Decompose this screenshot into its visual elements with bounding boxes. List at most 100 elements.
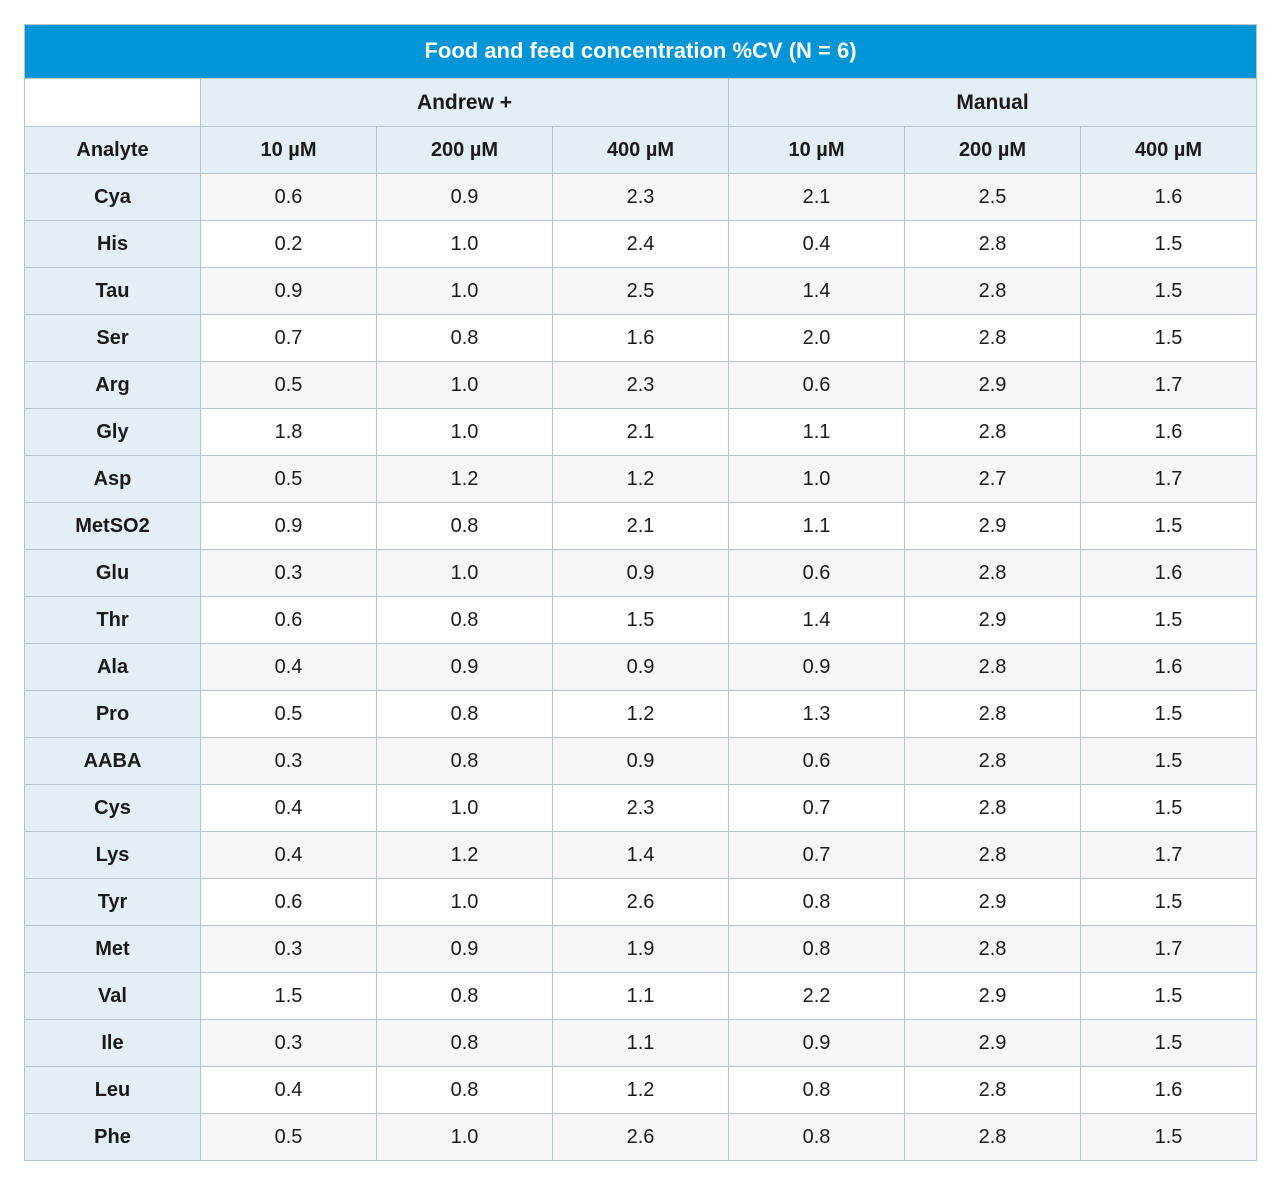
analyte-cell: Cya [25, 173, 201, 220]
value-cell: 1.4 [553, 831, 729, 878]
group-manual: Manual [729, 78, 1257, 126]
value-cell: 0.8 [729, 878, 905, 925]
col-10um-m: 10 µM [729, 126, 905, 173]
value-cell: 1.1 [553, 972, 729, 1019]
value-cell: 2.9 [905, 502, 1081, 549]
value-cell: 1.5 [1081, 972, 1257, 1019]
table-row: His0.21.02.40.42.81.5 [25, 220, 1257, 267]
analyte-cell: Gly [25, 408, 201, 455]
value-cell: 2.3 [553, 784, 729, 831]
table-row: Met0.30.91.90.82.81.7 [25, 925, 1257, 972]
value-cell: 0.6 [729, 549, 905, 596]
value-cell: 1.0 [377, 1113, 553, 1160]
value-cell: 0.8 [377, 737, 553, 784]
value-cell: 1.5 [201, 972, 377, 1019]
col-400um-m: 400 µM [1081, 126, 1257, 173]
value-cell: 2.5 [553, 267, 729, 314]
value-cell: 0.9 [729, 1019, 905, 1066]
value-cell: 0.9 [377, 925, 553, 972]
value-cell: 0.7 [729, 831, 905, 878]
value-cell: 1.6 [1081, 173, 1257, 220]
table-row: Lys0.41.21.40.72.81.7 [25, 831, 1257, 878]
value-cell: 2.6 [553, 1113, 729, 1160]
value-cell: 0.3 [201, 737, 377, 784]
analyte-cell: Val [25, 972, 201, 1019]
analyte-cell: Lys [25, 831, 201, 878]
analyte-cell: Thr [25, 596, 201, 643]
table-row: Phe0.51.02.60.82.81.5 [25, 1113, 1257, 1160]
value-cell: 0.4 [201, 643, 377, 690]
value-cell: 0.8 [729, 925, 905, 972]
table-row: Gly1.81.02.11.12.81.6 [25, 408, 1257, 455]
value-cell: 1.7 [1081, 361, 1257, 408]
value-cell: 1.6 [1081, 1066, 1257, 1113]
value-cell: 1.5 [1081, 502, 1257, 549]
value-cell: 0.9 [553, 643, 729, 690]
value-cell: 1.5 [1081, 596, 1257, 643]
value-cell: 2.8 [905, 1113, 1081, 1160]
value-cell: 1.5 [553, 596, 729, 643]
analyte-cell: Phe [25, 1113, 201, 1160]
value-cell: 0.8 [729, 1066, 905, 1113]
value-cell: 0.5 [201, 455, 377, 502]
value-cell: 2.8 [905, 267, 1081, 314]
value-cell: 2.8 [905, 408, 1081, 455]
value-cell: 1.4 [729, 596, 905, 643]
value-cell: 1.5 [1081, 267, 1257, 314]
value-cell: 1.4 [729, 267, 905, 314]
table-row: Cys0.41.02.30.72.81.5 [25, 784, 1257, 831]
value-cell: 1.5 [1081, 314, 1257, 361]
value-cell: 0.9 [201, 502, 377, 549]
value-cell: 0.8 [377, 1019, 553, 1066]
value-cell: 1.1 [729, 408, 905, 455]
analyte-cell: Met [25, 925, 201, 972]
table-row: Leu0.40.81.20.82.81.6 [25, 1066, 1257, 1113]
value-cell: 0.8 [377, 690, 553, 737]
value-cell: 1.5 [1081, 737, 1257, 784]
value-cell: 0.8 [729, 1113, 905, 1160]
cv-table: Food and feed concentration %CV (N = 6) … [24, 24, 1257, 1161]
analyte-cell: MetSO2 [25, 502, 201, 549]
value-cell: 0.4 [201, 784, 377, 831]
value-cell: 1.6 [1081, 408, 1257, 455]
value-cell: 0.6 [201, 878, 377, 925]
value-cell: 0.5 [201, 690, 377, 737]
value-cell: 2.8 [905, 690, 1081, 737]
value-cell: 0.8 [377, 314, 553, 361]
table-row: Val1.50.81.12.22.91.5 [25, 972, 1257, 1019]
value-cell: 0.5 [201, 1113, 377, 1160]
value-cell: 0.9 [377, 173, 553, 220]
value-cell: 1.7 [1081, 925, 1257, 972]
value-cell: 1.0 [377, 408, 553, 455]
analyte-cell: Tyr [25, 878, 201, 925]
value-cell: 0.4 [201, 1066, 377, 1113]
col-analyte: Analyte [25, 126, 201, 173]
value-cell: 0.9 [377, 643, 553, 690]
table-row: Glu0.31.00.90.62.81.6 [25, 549, 1257, 596]
table-body: Cya0.60.92.32.12.51.6His0.21.02.40.42.81… [25, 173, 1257, 1160]
table-row: Cya0.60.92.32.12.51.6 [25, 173, 1257, 220]
table-row: Pro0.50.81.21.32.81.5 [25, 690, 1257, 737]
value-cell: 0.7 [201, 314, 377, 361]
value-cell: 0.6 [201, 596, 377, 643]
table-row: Ser0.70.81.62.02.81.5 [25, 314, 1257, 361]
value-cell: 0.9 [553, 549, 729, 596]
value-cell: 1.5 [1081, 878, 1257, 925]
analyte-cell: Glu [25, 549, 201, 596]
value-cell: 1.6 [1081, 549, 1257, 596]
analyte-cell: Pro [25, 690, 201, 737]
value-cell: 2.8 [905, 1066, 1081, 1113]
value-cell: 1.7 [1081, 455, 1257, 502]
value-cell: 0.9 [553, 737, 729, 784]
table-row: Asp0.51.21.21.02.71.7 [25, 455, 1257, 502]
value-cell: 0.4 [729, 220, 905, 267]
value-cell: 1.0 [377, 784, 553, 831]
value-cell: 2.8 [905, 925, 1081, 972]
value-cell: 1.5 [1081, 220, 1257, 267]
table-row: AABA0.30.80.90.62.81.5 [25, 737, 1257, 784]
value-cell: 2.8 [905, 737, 1081, 784]
table-row: Tyr0.61.02.60.82.91.5 [25, 878, 1257, 925]
value-cell: 0.5 [201, 361, 377, 408]
value-cell: 0.9 [201, 267, 377, 314]
analyte-cell: Ser [25, 314, 201, 361]
